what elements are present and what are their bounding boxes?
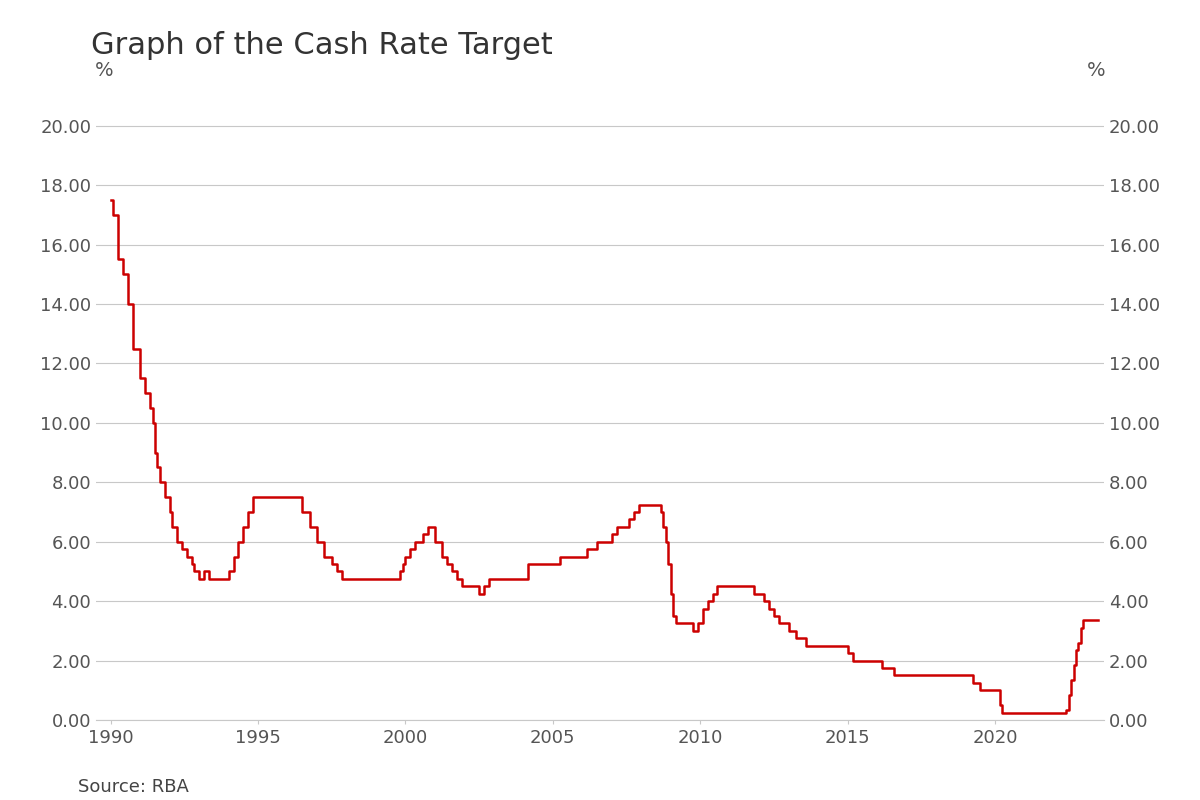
Text: Source: RBA: Source: RBA bbox=[78, 778, 188, 796]
Text: %: % bbox=[1086, 62, 1105, 81]
Text: %: % bbox=[95, 62, 114, 81]
Text: Graph of the Cash Rate Target: Graph of the Cash Rate Target bbox=[91, 31, 553, 60]
